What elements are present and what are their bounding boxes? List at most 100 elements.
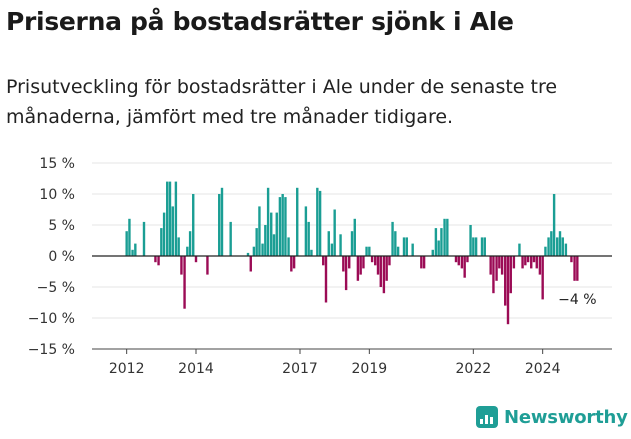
bar [422, 256, 426, 269]
bar [556, 237, 559, 256]
bar [437, 240, 440, 256]
annotation: −4 % [558, 292, 596, 308]
bar [454, 256, 458, 263]
newsworthy-brand[interactable]: Newsworthy [476, 406, 628, 428]
bar [192, 194, 195, 256]
bar [498, 256, 501, 269]
bar [530, 256, 533, 269]
bar [463, 256, 466, 278]
bar [183, 256, 186, 309]
bar [492, 256, 495, 294]
bar [359, 256, 362, 275]
bar [504, 256, 507, 306]
bar [443, 218, 446, 256]
bar [396, 246, 400, 256]
bar [431, 249, 434, 256]
bar [532, 256, 536, 263]
bar [307, 221, 310, 256]
bar [524, 256, 527, 266]
bar [168, 181, 172, 256]
bar [264, 225, 267, 256]
bar [365, 246, 368, 256]
bar [440, 228, 443, 256]
bar [558, 231, 562, 256]
bar [434, 228, 438, 256]
bar [420, 256, 423, 269]
bar [405, 237, 408, 256]
bar [174, 181, 178, 256]
bar [252, 246, 256, 256]
bar [466, 256, 469, 263]
bar [180, 256, 183, 275]
y-tick-label: 15 % [39, 156, 75, 172]
bar [142, 221, 146, 256]
bar [327, 231, 330, 256]
bar [402, 237, 406, 256]
bar [362, 256, 365, 269]
bar [368, 246, 371, 256]
chart-title: Priserna på bostadsrätter sjönk i Ale [6, 7, 514, 36]
bar [561, 237, 564, 256]
y-tick-label: −10 % [28, 311, 75, 327]
bar [541, 256, 544, 300]
bar [374, 256, 377, 266]
bar [356, 256, 360, 281]
bar [261, 243, 264, 256]
bar [287, 237, 290, 256]
bar [394, 231, 397, 256]
bar [162, 212, 166, 256]
bar [134, 243, 137, 256]
bar [131, 249, 134, 256]
bar [342, 256, 345, 272]
x-tick-label: 2014 [178, 361, 214, 377]
bar [411, 243, 414, 256]
bar [166, 181, 169, 256]
bar [229, 221, 232, 256]
bar [509, 256, 512, 294]
bar [446, 218, 449, 256]
bar [278, 197, 282, 256]
y-axis-labels: 15 % 10 % 5 % 0 % −5 % −10 % −15 % [28, 156, 75, 358]
bar [322, 256, 325, 266]
bar [188, 231, 192, 256]
bar [353, 218, 356, 256]
bar [570, 256, 573, 263]
bar [220, 187, 224, 256]
bar [304, 206, 308, 256]
y-tick-label: −15 % [28, 342, 75, 358]
bar [344, 256, 348, 291]
bar [564, 243, 568, 256]
bar [370, 256, 374, 263]
bar [388, 256, 391, 266]
y-tick-label: 5 % [48, 218, 75, 234]
bar [194, 256, 198, 263]
bar [154, 256, 157, 263]
x-tick-label: 2017 [282, 361, 318, 377]
bar [318, 190, 322, 256]
bar [333, 209, 336, 256]
bar [275, 212, 278, 256]
bar [270, 212, 273, 256]
y-tick-label: 10 % [39, 187, 75, 203]
bar [218, 194, 221, 256]
brand-name: Newsworthy [504, 406, 628, 428]
bar [157, 256, 160, 266]
bar [489, 256, 492, 275]
latest-value-label: −4 % [558, 292, 596, 308]
bar [255, 228, 258, 256]
bar-series [125, 181, 579, 325]
bar [284, 197, 287, 256]
bar [310, 249, 313, 256]
bar [272, 234, 276, 256]
bar [576, 256, 579, 281]
bar [469, 225, 472, 256]
bar [535, 256, 538, 269]
bar [495, 256, 498, 281]
x-tick-label: 2012 [109, 361, 145, 377]
x-tick-label: 2022 [456, 361, 492, 377]
bar [206, 256, 209, 275]
bar [483, 237, 486, 256]
bar [350, 231, 354, 256]
bar [518, 243, 521, 256]
